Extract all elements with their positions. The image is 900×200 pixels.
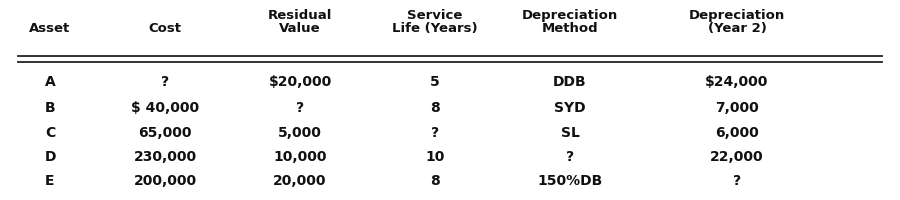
Text: ?: ?: [161, 75, 169, 89]
Text: D: D: [44, 149, 56, 163]
Text: 200,000: 200,000: [133, 173, 196, 187]
Text: Depreciation: Depreciation: [688, 9, 785, 22]
Text: SYD: SYD: [554, 100, 586, 114]
Text: 8: 8: [430, 173, 440, 187]
Text: ?: ?: [733, 173, 741, 187]
Text: Service: Service: [408, 9, 463, 22]
Text: ?: ?: [566, 149, 574, 163]
Text: Value: Value: [279, 22, 320, 35]
Text: 22,000: 22,000: [710, 149, 764, 163]
Text: (Year 2): (Year 2): [707, 22, 767, 35]
Text: 7,000: 7,000: [716, 100, 759, 114]
Text: ?: ?: [431, 125, 439, 139]
Text: $20,000: $20,000: [268, 75, 331, 89]
Text: 150%DB: 150%DB: [537, 173, 603, 187]
Text: SL: SL: [561, 125, 580, 139]
Text: 65,000: 65,000: [139, 125, 192, 139]
Text: Depreciation: Depreciation: [522, 9, 618, 22]
Text: 10,000: 10,000: [274, 149, 327, 163]
Text: Asset: Asset: [30, 22, 70, 35]
Text: Residual: Residual: [268, 9, 332, 22]
Text: 20,000: 20,000: [274, 173, 327, 187]
Text: B: B: [45, 100, 55, 114]
Text: $24,000: $24,000: [706, 75, 769, 89]
Text: E: E: [45, 173, 55, 187]
Text: 6,000: 6,000: [716, 125, 759, 139]
Text: DDB: DDB: [554, 75, 587, 89]
Text: A: A: [45, 75, 56, 89]
Text: C: C: [45, 125, 55, 139]
Text: ?: ?: [296, 100, 304, 114]
Text: $ 40,000: $ 40,000: [130, 100, 199, 114]
Text: Life (Years): Life (Years): [392, 22, 478, 35]
Text: Cost: Cost: [148, 22, 182, 35]
Text: Method: Method: [542, 22, 598, 35]
Text: 10: 10: [426, 149, 445, 163]
Text: 5,000: 5,000: [278, 125, 322, 139]
Text: 5: 5: [430, 75, 440, 89]
Text: 8: 8: [430, 100, 440, 114]
Text: 230,000: 230,000: [133, 149, 196, 163]
